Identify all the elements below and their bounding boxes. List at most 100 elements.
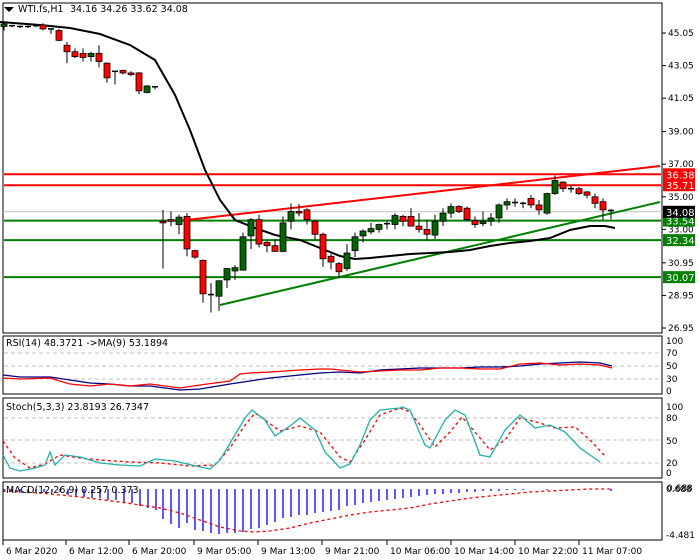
bear-candle [135,72,143,92]
bear-candle [527,198,535,206]
bear-candle [535,204,543,211]
bull-candle [495,204,503,219]
bear-candle [471,220,479,225]
svg-text:80: 80 [666,414,678,424]
bull-candle [279,222,287,252]
svg-text:50: 50 [666,362,678,372]
bear-candle [295,211,303,214]
price-axis-label: 39.00 [668,128,694,138]
macd-histogram [3,489,612,534]
bull-candle [247,219,255,237]
macd-title: MACD(12,26,9) 0.257 0.373 [6,485,139,496]
bull-candle [431,220,439,236]
bear-candle [415,225,423,230]
svg-text:100: 100 [666,337,683,347]
bull-candle [543,193,551,214]
bear-candle [575,188,583,194]
bear-candle [159,220,167,224]
bear-candle [199,259,207,295]
bear-candle [255,219,263,245]
price-axis[interactable]: 45.05 43.05 41.05 39.00 37.00 35.00 33.00 30.95… [662,29,694,334]
price-level-tag [663,271,695,284]
bear-candle [407,215,415,227]
bear-candle [327,255,335,263]
ohlc-values: 34.16 34.26 33.62 34.08 [70,4,188,15]
price-axis-label: 26.95 [668,324,694,334]
bear-candle [39,24,47,30]
time-axis[interactable]: 6 Mar 2020 6 Mar 12:00 6 Mar 20:00 9 Mar 05… [2,540,642,557]
bear-candle [167,219,175,222]
symbol-title: WTI.fs,H1 [18,4,64,15]
current-price-tag [663,205,695,218]
trendline-resistance[interactable] [177,165,661,222]
time-axis-label: 10 Mar 06:00 [390,547,450,557]
stoch-signal-line [2,407,606,469]
price-level-label: 30.07 [666,273,695,284]
dropdown-arrow-icon[interactable] [4,7,14,12]
bull-candle [367,228,375,233]
rsi-pane[interactable]: RSI(14) 48.3721 ->MA(9) 53.1894 100 70 5… [2,335,683,397]
svg-text:0: 0 [666,469,672,479]
bull-candle [479,220,487,225]
bull-candle [375,224,383,230]
price-level-tag [663,234,695,247]
bear-candle [183,215,191,250]
bull-candle [231,267,239,272]
bear-candle [55,30,63,41]
rsi-line [2,362,613,389]
horizontal-price-levels[interactable] [4,173,661,279]
bear-candle [119,70,127,74]
macd-signal-line [2,488,612,533]
bear-candle [263,242,271,247]
price-level-label: 35.71 [666,181,695,192]
price-level-tag [663,168,695,181]
svg-text:-4.481: -4.481 [666,531,695,541]
price-axis-label: 33.00 [668,225,694,235]
bull-candle [439,212,447,222]
price-level-label: 32.34 [666,236,695,247]
time-axis-label: 11 Mar 07:00 [582,547,642,557]
bull-candle [239,236,247,271]
stoch-title: Stoch(5,3,3) 23.8193 26.7347 [6,402,149,413]
bear-candle [311,220,319,235]
svg-text:0.688: 0.688 [667,484,693,494]
price-level-label: 33.54 [666,217,695,228]
price-level-tag [663,179,695,192]
bull-candle [175,216,183,225]
bear-candle [303,209,311,221]
bull-candle [551,180,559,194]
time-axis-label: 6 Mar 2020 [6,547,58,557]
stochastic-pane[interactable]: Stoch(5,3,3) 23.8193 26.7347 100 80 50 2… [2,397,683,479]
bear-candle [63,44,71,53]
moving-average-line [0,21,616,261]
svg-text:30: 30 [666,375,678,385]
bull-candle [343,252,351,269]
bear-candle [95,52,103,62]
bear-candle [103,62,111,79]
bull-candle [287,211,295,222]
macd-pane[interactable]: MACD(12,26,9) 0.257 0.373 0.688 0.688 -4… [2,481,695,541]
time-axis-label: 9 Mar 13:00 [261,547,316,557]
bear-candle [127,72,135,75]
bull-candle [447,206,455,214]
bear-candle [599,201,607,211]
bear-candle [583,191,591,196]
bear-candle [463,207,471,221]
svg-text:70: 70 [666,349,678,359]
main-price-pane[interactable]: WTI.fs,H1 34.16 34.26 33.62 34.08 45.054… [0,2,695,334]
bull-candle [359,230,367,237]
price-level-label: 36.38 [666,170,695,181]
time-axis-label: 9 Mar 21:00 [325,547,380,557]
time-axis-label: 9 Mar 05:00 [197,547,252,557]
stoch-axis: 100 80 50 20 0 [666,403,683,479]
svg-text:100: 100 [666,403,683,413]
bull-candle [487,217,495,222]
time-axis-label: 10 Mar 14:00 [454,547,514,557]
bull-candle [87,52,95,58]
bear-candle [79,52,87,58]
bear-candle [271,245,279,252]
bear-candle [399,215,407,222]
rsi-levels [4,352,661,380]
